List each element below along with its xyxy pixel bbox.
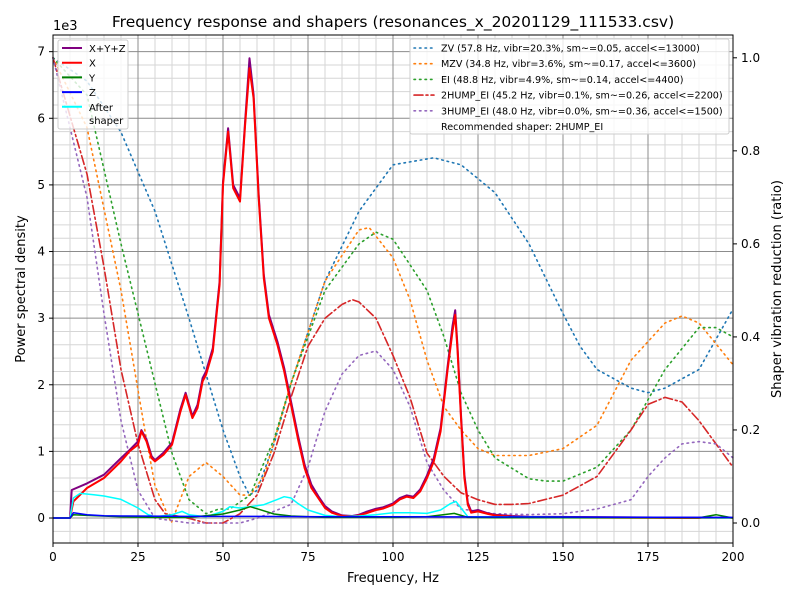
y-offset-label: 1e3 bbox=[53, 19, 78, 34]
legend-psd: X+Y+Z XYZ After shaper bbox=[57, 39, 129, 130]
x-tick-label: 100 bbox=[382, 550, 405, 564]
legend-label: EI (48.8 Hz, vibr=4.9%, sm~=0.14, accel<… bbox=[441, 75, 683, 86]
psd-line bbox=[53, 492, 734, 519]
y-tick-label: 1 bbox=[37, 444, 45, 458]
legend-shapers: ZV (57.8 Hz, vibr=20.3%, sm~=0.05, accel… bbox=[409, 38, 730, 135]
x-tick-label: 150 bbox=[552, 550, 575, 564]
y-tick-label: 5 bbox=[37, 178, 45, 192]
x-axis-label: Frequency, Hz bbox=[347, 571, 439, 586]
y-axis-right-label: Shaper vibration reduction (ratio) bbox=[770, 180, 785, 398]
legend-label: X bbox=[89, 59, 96, 70]
axis-ticks: 0 25 50 75 100 125 150 175 200 0 1 2 3 4 5 6 7 0.0 0.2 0.4 0… bbox=[37, 45, 760, 564]
y-right-tick-label: 0.0 bbox=[741, 516, 760, 530]
legend-label: X+Y+Z bbox=[89, 44, 126, 55]
y-tick-label: 2 bbox=[37, 378, 45, 392]
x-tick-label: 125 bbox=[467, 550, 490, 564]
shaper-line bbox=[52, 57, 734, 515]
x-tick-label: 0 bbox=[49, 550, 57, 564]
grid bbox=[52, 35, 734, 543]
legend-label: Z bbox=[89, 88, 96, 99]
y-tick-label: 7 bbox=[37, 45, 45, 59]
y-tick-label: 6 bbox=[37, 111, 45, 125]
y-right-tick-label: 0.4 bbox=[741, 330, 760, 344]
x-tick-label: 25 bbox=[130, 550, 145, 564]
y-axis-label: Power spectral density bbox=[14, 215, 29, 363]
legend-label: After shaper bbox=[89, 103, 124, 127]
plot-lines bbox=[52, 57, 734, 526]
legend-label: MZV (34.8 Hz, vibr=3.6%, sm~=0.17, accel… bbox=[441, 59, 696, 70]
recommended-shaper-label: Recommended shaper: 2HUMP_EI bbox=[441, 122, 603, 133]
x-tick-label: 50 bbox=[215, 550, 230, 564]
chart-title: Frequency response and shapers (resonanc… bbox=[112, 13, 674, 32]
y-tick-label: 4 bbox=[37, 245, 45, 259]
shaper-line bbox=[52, 57, 734, 497]
x-tick-label: 200 bbox=[722, 550, 745, 564]
legend-label: 2HUMP_EI (45.2 Hz, vibr=0.1%, sm~=0.26, … bbox=[441, 91, 723, 102]
shaper-line bbox=[52, 57, 734, 524]
y-right-tick-label: 0.2 bbox=[741, 423, 760, 437]
y-tick-label: 3 bbox=[37, 311, 45, 325]
psd-line bbox=[53, 67, 734, 519]
psd-line bbox=[53, 511, 734, 519]
legend-label: Y bbox=[88, 73, 96, 84]
legend-box bbox=[409, 38, 730, 135]
x-tick-label: 75 bbox=[300, 550, 315, 564]
y-right-tick-label: 0.6 bbox=[741, 237, 760, 251]
y-tick-label: 0 bbox=[37, 511, 45, 525]
x-tick-label: 175 bbox=[637, 550, 660, 564]
legend-label: ZV (57.8 Hz, vibr=20.3%, sm~=0.05, accel… bbox=[441, 44, 700, 55]
y-right-tick-label: 0.8 bbox=[741, 144, 760, 158]
y-right-tick-label: 1.0 bbox=[741, 51, 760, 65]
legend-label: 3HUMP_EI (48.0 Hz, vibr=0.0%, sm~=0.36, … bbox=[441, 106, 723, 117]
